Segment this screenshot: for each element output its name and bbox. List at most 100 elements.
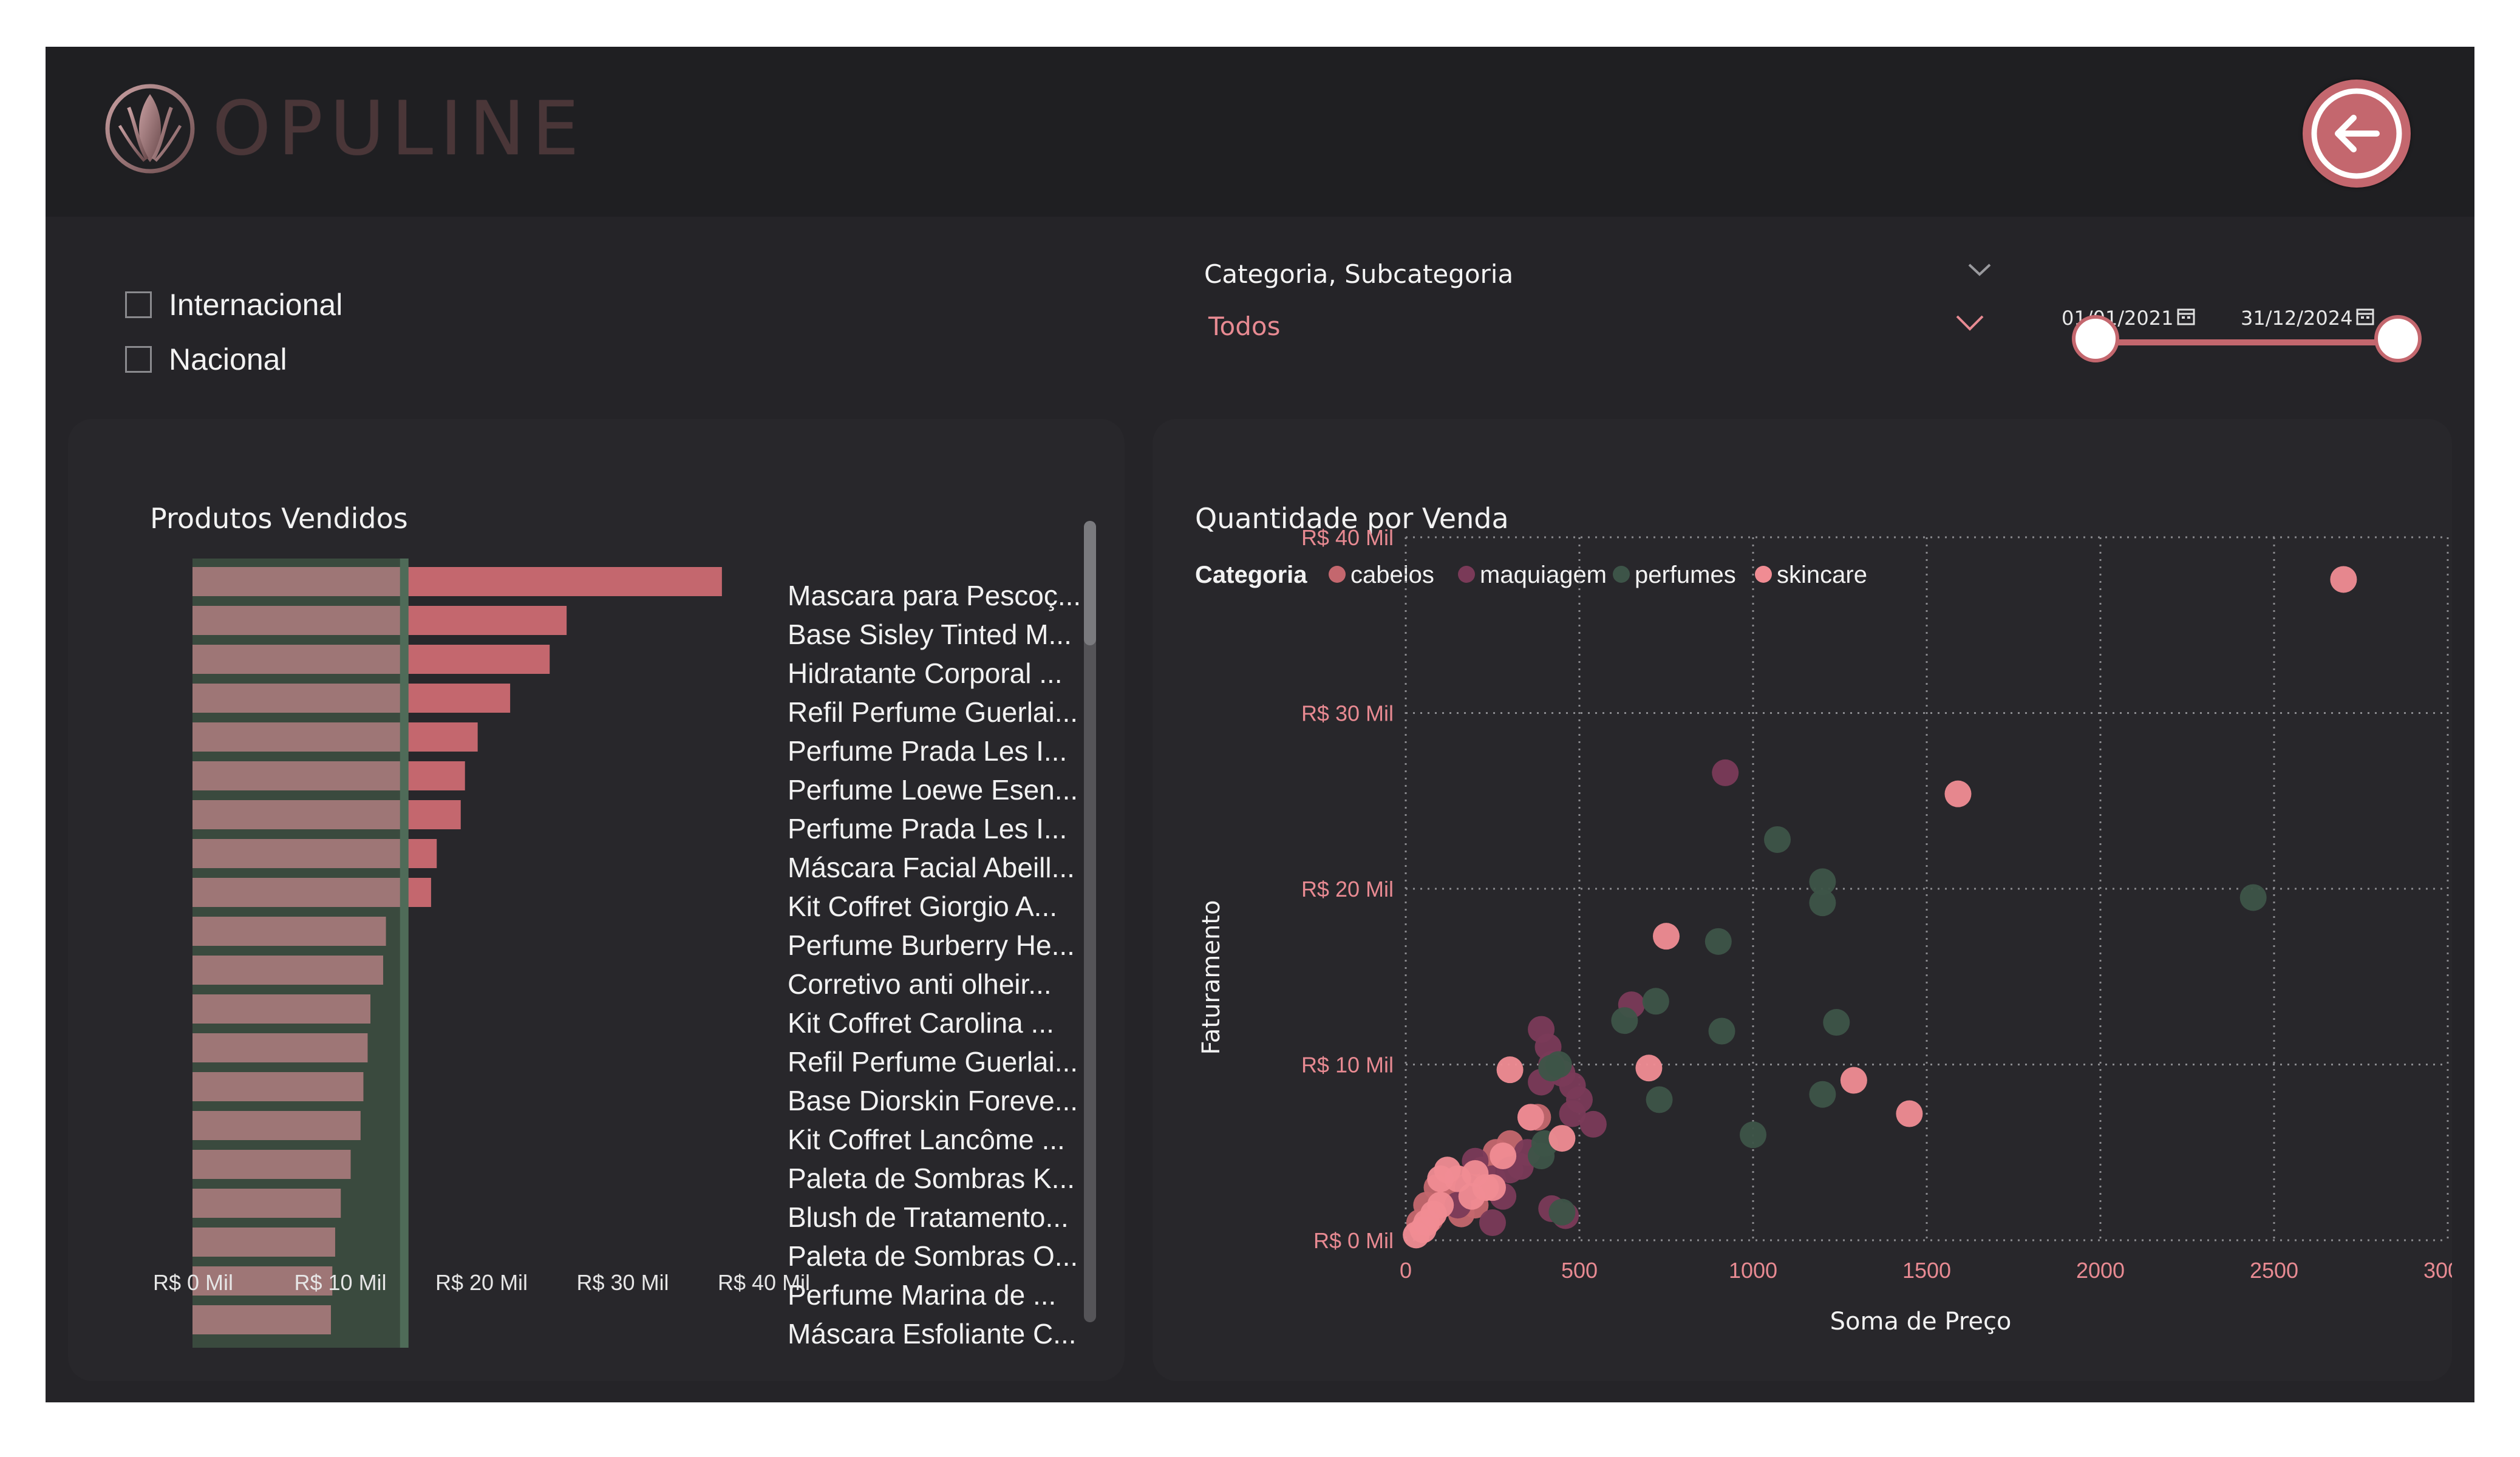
bar-dimmed-segment <box>192 917 386 946</box>
scrollbar-track[interactable] <box>1084 521 1096 1322</box>
bar-dimmed-segment <box>192 1033 368 1062</box>
scatter-point-perfumes[interactable] <box>1642 988 1669 1015</box>
calendar-icon[interactable] <box>2177 307 2195 326</box>
bar-category-label: Perfume Marina de ... <box>788 1279 1056 1311</box>
y-tick-label: R$ 0 Mil <box>1313 1228 1394 1253</box>
products-bar-chart: Produtos Vendidos Mascara para Pescoç...… <box>150 502 1096 1350</box>
bar-category-label: Mascara para Pescoç... <box>788 580 1081 611</box>
scatter-point-maquiagem[interactable] <box>1479 1209 1506 1237</box>
legend-marker <box>1458 566 1475 583</box>
scatter-point-perfumes[interactable] <box>1548 1198 1576 1226</box>
x-tick-label: R$ 30 Mil <box>577 1270 669 1295</box>
bar-dimmed-segment <box>192 684 404 713</box>
bar-category-label: Hidratante Corporal ... <box>788 657 1063 689</box>
end-date[interactable]: 31/12/2024 <box>2241 307 2353 330</box>
bar-dimmed-segment <box>192 1150 351 1179</box>
filter-nacional[interactable]: Nacional <box>125 341 287 378</box>
bar-category-label: Paleta de Sombras O... <box>788 1240 1078 1272</box>
bar-category-label: Máscara Facial Abeill... <box>788 852 1075 883</box>
scatter-point-maquiagem[interactable] <box>1559 1100 1586 1127</box>
scatter-point-skincare[interactable] <box>1427 1165 1454 1192</box>
scatter-point-skincare[interactable] <box>2330 566 2357 593</box>
arrow-left-icon <box>2311 88 2402 179</box>
date-range-slider[interactable] <box>2110 339 2411 345</box>
chevron-down-icon[interactable] <box>1955 314 1984 332</box>
checkbox-label: Internacional <box>169 288 343 322</box>
sales-scatter-chart: Quantidade por Venda Categoria cabelos maq… <box>1195 502 2452 1336</box>
quantity-per-sale-panel: Quantidade por Venda Categoria cabelos maq… <box>1153 419 2452 1381</box>
scatter-point-perfumes[interactable] <box>1809 868 1836 895</box>
checkbox-internacional[interactable] <box>125 291 152 318</box>
legend-marker <box>1329 566 1346 583</box>
scatter-point-perfumes[interactable] <box>1704 928 1732 955</box>
bar-dimmed-segment <box>192 994 370 1024</box>
bar-dimmed-segment <box>192 1189 341 1218</box>
legend-label[interactable]: cabelos <box>1350 562 1434 588</box>
scatter-point-skincare[interactable] <box>1635 1055 1663 1082</box>
scrollbar-thumb[interactable] <box>1084 521 1096 645</box>
legend-marker <box>1613 566 1630 583</box>
scatter-point-perfumes[interactable] <box>1611 1007 1638 1034</box>
category-selected-value: Todos <box>1208 311 1281 341</box>
scatter-point-perfumes[interactable] <box>1708 1017 1735 1045</box>
scatter-point-perfumes[interactable] <box>1809 1081 1836 1108</box>
scatter-point-perfumes[interactable] <box>1764 826 1791 853</box>
bar-category-label: Perfume Prada Les I... <box>788 735 1067 767</box>
chevron-down-icon[interactable] <box>1967 262 1992 278</box>
bar-dimmed-segment <box>192 567 404 596</box>
scatter-point-skincare[interactable] <box>1458 1183 1485 1210</box>
x-tick-label: R$ 20 Mil <box>435 1270 528 1295</box>
dashboard: OPULINE Internacional Nacional Categoria… <box>46 47 2474 1402</box>
bar-dimmed-segment <box>192 645 404 674</box>
checkbox-nacional[interactable] <box>125 346 152 373</box>
slider-start-handle[interactable] <box>2072 315 2119 362</box>
chart-title: Produtos Vendidos <box>150 502 408 535</box>
x-tick-label: R$ 10 Mil <box>295 1270 387 1295</box>
scatter-point-skincare[interactable] <box>1840 1067 1867 1094</box>
scatter-point-perfumes[interactable] <box>1740 1121 1766 1149</box>
scatter-point-skincare[interactable] <box>1548 1125 1576 1152</box>
category-filter-title: Categoria, Subcategoria <box>1204 259 1514 289</box>
bar-category-label: Paleta de Sombras K... <box>788 1163 1075 1194</box>
y-tick-label: R$ 30 Mil <box>1301 701 1394 726</box>
bar-category-label: Perfume Loewe Esen... <box>788 774 1078 806</box>
back-button[interactable] <box>2303 80 2411 188</box>
bar-dimmed-segment <box>192 878 404 907</box>
bar-dimmed-segment <box>192 761 404 790</box>
y-tick-label: R$ 10 Mil <box>1301 1053 1394 1078</box>
x-axis-title: Soma de Preço <box>1830 1308 2012 1336</box>
scatter-point-skincare[interactable] <box>1517 1104 1544 1131</box>
filter-internacional[interactable]: Internacional <box>125 287 342 323</box>
legend-label[interactable]: maquiagem <box>1480 562 1607 588</box>
scatter-point-perfumes[interactable] <box>1646 1086 1673 1113</box>
scatter-point-perfumes[interactable] <box>2239 884 2267 911</box>
x-tick-label: 2000 <box>2076 1258 2125 1283</box>
scatter-point-skincare[interactable] <box>1653 923 1680 950</box>
scatter-point-perfumes[interactable] <box>1823 1009 1850 1036</box>
scatter-point-skincare[interactable] <box>1896 1100 1923 1127</box>
scatter-point-maquiagem[interactable] <box>1579 1110 1607 1138</box>
scatter-point-maquiagem[interactable] <box>1712 759 1739 786</box>
scatter-point-skincare[interactable] <box>1496 1056 1524 1084</box>
slider-end-handle[interactable] <box>2374 315 2422 362</box>
scatter-point-skincare[interactable] <box>1944 780 1972 807</box>
products-sold-panel: Produtos Vendidos Mascara para Pescoç...… <box>68 419 1125 1381</box>
checkbox-label: Nacional <box>169 342 287 376</box>
scatter-point-skincare[interactable] <box>1413 1209 1440 1237</box>
bar-category-label: Base Diorskin Foreve... <box>788 1085 1078 1116</box>
category-dropdown[interactable]: Todos <box>1208 308 1998 350</box>
scatter-point-perfumes[interactable] <box>1809 889 1836 917</box>
bar-category-label: Perfume Prada Les I... <box>788 813 1067 844</box>
bar-category-label: Kit Coffret Giorgio A... <box>788 891 1057 922</box>
calendar-icon[interactable] <box>2356 307 2374 326</box>
scatter-point-perfumes[interactable] <box>1538 1055 1565 1082</box>
bar-dimmed-segment <box>192 1111 361 1140</box>
scatter-point-skincare[interactable] <box>1490 1143 1517 1170</box>
x-tick-label: 1000 <box>1729 1258 1777 1283</box>
bar-dimmed-segment <box>192 1305 331 1334</box>
legend-label[interactable]: skincare <box>1777 562 1867 588</box>
x-tick-label: R$ 0 Mil <box>153 1270 233 1295</box>
reference-line <box>400 559 409 1348</box>
scatter-point-perfumes[interactable] <box>1528 1143 1555 1170</box>
legend-label[interactable]: perfumes <box>1635 562 1736 588</box>
